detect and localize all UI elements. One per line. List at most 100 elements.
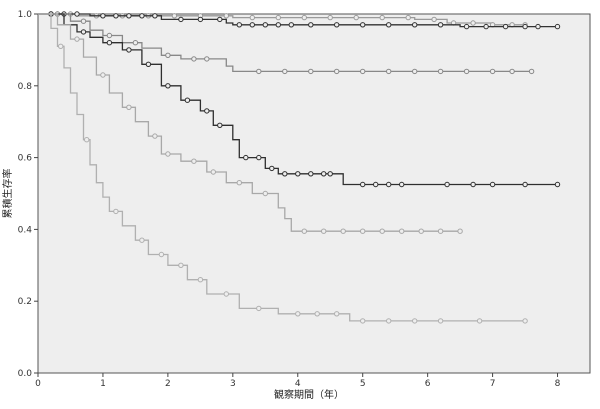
censor-marker	[256, 305, 262, 312]
y-tick-label: 0.2	[18, 297, 32, 307]
x-tick-label: 0	[35, 379, 41, 389]
y-tick-label: 0.6	[18, 154, 33, 164]
censor-marker	[301, 228, 307, 234]
censor-marker	[554, 181, 561, 188]
censor-marker	[301, 14, 307, 21]
censor-marker	[113, 13, 119, 19]
censor-marker	[522, 318, 528, 324]
censor-marker	[502, 23, 509, 30]
censor-marker	[554, 23, 561, 30]
censor-marker	[489, 181, 496, 188]
censor-marker	[470, 20, 476, 26]
censor-marker	[80, 18, 87, 24]
survival-curve-4	[38, 11, 561, 188]
censor-marker	[126, 104, 132, 111]
censor-marker	[431, 16, 437, 23]
censor-marker	[80, 29, 87, 35]
censor-marker	[509, 68, 515, 75]
censor-marker	[249, 14, 256, 21]
censor-marker	[444, 181, 450, 188]
censor-marker	[165, 83, 171, 89]
censor-marker	[282, 68, 288, 75]
axis-layer: 0 1 2 3 4 5 6 7 8 0.0 0.2 0.4 0.6 0.8 1.0	[18, 10, 561, 389]
censor-marker	[295, 311, 301, 317]
censor-marker	[314, 311, 320, 317]
censor-marker	[437, 68, 444, 75]
censor-marker	[340, 228, 346, 234]
censor-marker	[275, 22, 281, 28]
censor-marker	[236, 180, 243, 186]
censor-marker	[126, 13, 132, 19]
censor-marker	[106, 40, 113, 46]
censor-marker	[269, 165, 275, 172]
censor-marker	[100, 13, 106, 19]
censor-marker	[405, 14, 411, 21]
censor-marker	[470, 181, 476, 188]
x-tick-label: 7	[490, 379, 496, 389]
censor-marker	[84, 137, 90, 143]
x-tick-label: 8	[555, 379, 561, 389]
censor-marker	[457, 228, 463, 234]
censor-marker	[197, 16, 204, 23]
censor-marker	[327, 171, 333, 177]
curve-line-3	[38, 13, 532, 73]
x-tick-label: 5	[360, 379, 366, 389]
censor-marker	[437, 228, 444, 234]
censor-marker	[360, 228, 366, 234]
censor-marker	[204, 56, 210, 62]
censor-marker	[522, 23, 528, 30]
censor-marker	[386, 318, 392, 324]
censor-marker	[321, 171, 327, 177]
censor-marker	[256, 154, 262, 161]
censor-marker	[275, 14, 281, 21]
censor-marker	[308, 22, 314, 28]
x-tick-label: 3	[230, 379, 236, 389]
y-tick-label: 1.0	[18, 10, 33, 20]
censor-marker	[100, 72, 106, 78]
censor-marker	[139, 237, 145, 243]
censor-marker	[145, 61, 152, 68]
x-tick-label: 2	[165, 379, 171, 389]
censor-marker	[223, 13, 230, 19]
censor-marker	[308, 171, 314, 177]
survival-curve-5	[38, 13, 463, 234]
survival-curve-2	[38, 11, 561, 30]
x-tick-label: 4	[295, 379, 301, 389]
censor-marker	[327, 14, 333, 21]
censor-marker	[191, 56, 197, 62]
censor-marker	[437, 318, 444, 324]
censor-marker	[399, 181, 405, 188]
censor-marker	[152, 133, 158, 139]
censor-marker	[334, 22, 340, 28]
plot-area	[37, 13, 591, 374]
y-tick-label: 0.0	[18, 369, 33, 379]
censor-marker	[158, 251, 165, 258]
censor-marker	[386, 181, 392, 188]
censor-marker	[489, 68, 496, 75]
x-tick-label: 6	[425, 379, 431, 389]
censor-marker	[418, 228, 424, 234]
censor-marker	[113, 208, 119, 215]
censor-marker	[321, 228, 327, 234]
censor-marker	[399, 228, 405, 234]
censor-marker	[379, 14, 385, 21]
censor-marker	[249, 22, 256, 28]
censor-marker	[236, 22, 243, 28]
y-axis-title: 累積生存率	[1, 169, 14, 219]
censor-marker	[386, 22, 392, 28]
censor-marker	[262, 22, 268, 28]
x-axis-title: 観察期間（年）	[274, 388, 344, 401]
censor-marker	[217, 122, 223, 129]
censor-marker	[210, 169, 217, 175]
censor-marker	[535, 23, 541, 30]
censor-marker	[243, 154, 249, 161]
survival-curve-6	[38, 13, 528, 324]
censor-marker	[437, 22, 444, 28]
censor-marker	[282, 171, 288, 177]
censor-marker	[463, 68, 470, 75]
y-tick-label: 0.4	[18, 225, 33, 235]
censor-marker	[476, 318, 483, 324]
censor-marker	[197, 277, 204, 283]
censor-marker	[217, 16, 223, 23]
censor-marker	[191, 158, 197, 164]
